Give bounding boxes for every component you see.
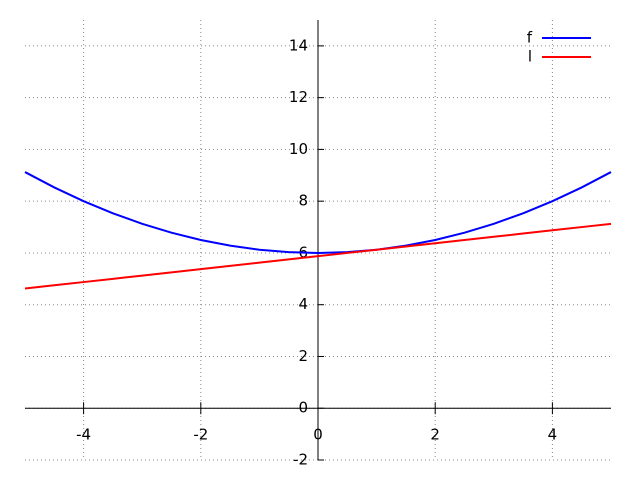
y-tick-label: 12 bbox=[289, 88, 308, 106]
y-tick-label: 10 bbox=[289, 140, 308, 158]
x-tick-label: 4 bbox=[548, 426, 558, 444]
y-tick-label: -2 bbox=[293, 451, 308, 469]
x-tick-label: 2 bbox=[430, 426, 440, 444]
legend-label: l bbox=[528, 48, 532, 66]
y-tick-label: 2 bbox=[298, 347, 308, 365]
y-tick-label: 14 bbox=[289, 36, 308, 54]
y-tick-label: 4 bbox=[298, 295, 308, 313]
line-series bbox=[24, 222, 612, 290]
line-series bbox=[24, 171, 612, 254]
x-tick-label: -2 bbox=[193, 426, 208, 444]
x-tick-label: -4 bbox=[76, 426, 91, 444]
legend-label: f bbox=[527, 29, 533, 47]
y-tick-label: 8 bbox=[298, 192, 308, 210]
